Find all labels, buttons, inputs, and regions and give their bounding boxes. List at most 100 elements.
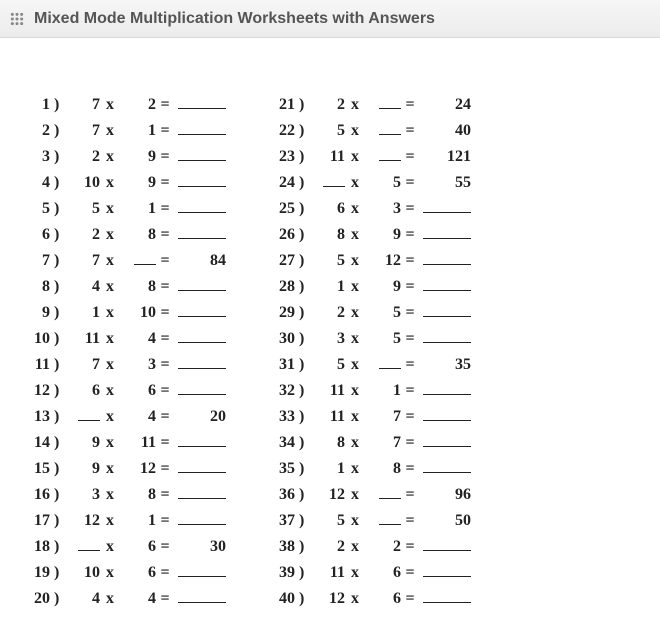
operand-a: 5: [309, 356, 345, 374]
problem-row: 5)5x1=: [20, 197, 230, 223]
blank-field[interactable]: [423, 431, 471, 447]
blank-field[interactable]: [178, 223, 226, 239]
blank-field[interactable]: [178, 171, 226, 187]
blank-field[interactable]: [423, 327, 471, 343]
operator: x: [345, 408, 365, 426]
operand-b: 6: [120, 382, 156, 400]
operator: x: [345, 486, 365, 504]
problem-row: 11)7x3=: [20, 353, 230, 379]
operand-b: 12: [365, 252, 401, 270]
blank-field[interactable]: [178, 587, 226, 603]
operand-b: 8: [365, 460, 401, 478]
operator: x: [345, 200, 365, 218]
blank-field[interactable]: [423, 249, 471, 265]
problem-row: 24)x5=55: [265, 171, 475, 197]
operand-a: 7: [64, 122, 100, 140]
operand-a: 11: [64, 330, 100, 348]
problem-number: 8: [20, 278, 54, 296]
operand-a: 7: [64, 252, 100, 270]
operand-b: [365, 483, 401, 499]
equals: =: [156, 174, 174, 192]
problem-row: 23)11x=121: [265, 145, 475, 171]
blank-field[interactable]: [178, 379, 226, 395]
result: [174, 93, 230, 109]
blank-field[interactable]: [178, 145, 226, 161]
operand-b: 2: [365, 538, 401, 556]
equals: =: [401, 382, 419, 400]
equals: =: [156, 330, 174, 348]
blank-field[interactable]: [423, 301, 471, 317]
problem-number: 18: [20, 538, 54, 556]
problem-row: 35)1x8=: [265, 457, 475, 483]
blank-field[interactable]: [178, 327, 226, 343]
blank-field[interactable]: [379, 509, 401, 525]
equals: =: [156, 356, 174, 374]
equals: =: [156, 382, 174, 400]
operand-a: 7: [64, 356, 100, 374]
blank-field[interactable]: [423, 223, 471, 239]
operand-b: 12: [120, 460, 156, 478]
blank-field[interactable]: [178, 93, 226, 109]
problem-row: 33)11x7=: [265, 405, 475, 431]
result: [174, 197, 230, 213]
blank-field[interactable]: [379, 483, 401, 499]
blank-field[interactable]: [178, 301, 226, 317]
blank-field[interactable]: [423, 457, 471, 473]
equals: =: [401, 486, 419, 504]
problem-number: 34: [265, 434, 299, 452]
blank-field[interactable]: [423, 275, 471, 291]
problem-number: 7: [20, 252, 54, 270]
blank-field[interactable]: [379, 145, 401, 161]
operand-a: 12: [309, 486, 345, 504]
problem-row: 1)7x2=: [20, 93, 230, 119]
blank-field[interactable]: [178, 275, 226, 291]
blank-field[interactable]: [379, 353, 401, 369]
blank-field[interactable]: [423, 197, 471, 213]
blank-field[interactable]: [178, 431, 226, 447]
blank-field[interactable]: [134, 249, 156, 265]
problem-number: 19: [20, 564, 54, 582]
blank-field[interactable]: [423, 535, 471, 551]
blank-field[interactable]: [178, 353, 226, 369]
problem-row: 13)x4=20: [20, 405, 230, 431]
blank-field[interactable]: [423, 379, 471, 395]
blank-field[interactable]: [423, 405, 471, 421]
operator: x: [100, 330, 120, 348]
operator: x: [345, 122, 365, 140]
blank-field[interactable]: [78, 535, 100, 551]
blank-field[interactable]: [323, 171, 345, 187]
blank-field[interactable]: [178, 119, 226, 135]
blank-field[interactable]: [178, 457, 226, 473]
equals: =: [156, 200, 174, 218]
operator: x: [100, 382, 120, 400]
blank-field[interactable]: [379, 119, 401, 135]
equals: =: [401, 200, 419, 218]
blank-field[interactable]: [178, 483, 226, 499]
blank-field[interactable]: [379, 93, 401, 109]
operand-a: 2: [309, 538, 345, 556]
operand-a: 5: [309, 512, 345, 530]
blank-field[interactable]: [423, 561, 471, 577]
blank-field[interactable]: [178, 509, 226, 525]
operator: x: [100, 174, 120, 192]
problem-row: 31)5x=35: [265, 353, 475, 379]
result: 50: [419, 512, 475, 530]
blank-field[interactable]: [423, 587, 471, 603]
problem-number: 29: [265, 304, 299, 322]
operand-a: 3: [64, 486, 100, 504]
blank-field[interactable]: [178, 561, 226, 577]
operand-b: 5: [365, 174, 401, 192]
blank-field[interactable]: [78, 405, 100, 421]
problem-row: 29)2x5=: [265, 301, 475, 327]
operand-a: 6: [64, 382, 100, 400]
problem-row: 16)3x8=: [20, 483, 230, 509]
problem-row: 38)2x2=: [265, 535, 475, 561]
blank-field[interactable]: [178, 197, 226, 213]
operator: x: [345, 148, 365, 166]
operand-b: 6: [365, 590, 401, 608]
operand-a: 8: [309, 226, 345, 244]
equals: =: [156, 538, 174, 556]
operand-a: 3: [309, 330, 345, 348]
problem-row: 19)10x6=: [20, 561, 230, 587]
operand-b: 4: [120, 330, 156, 348]
